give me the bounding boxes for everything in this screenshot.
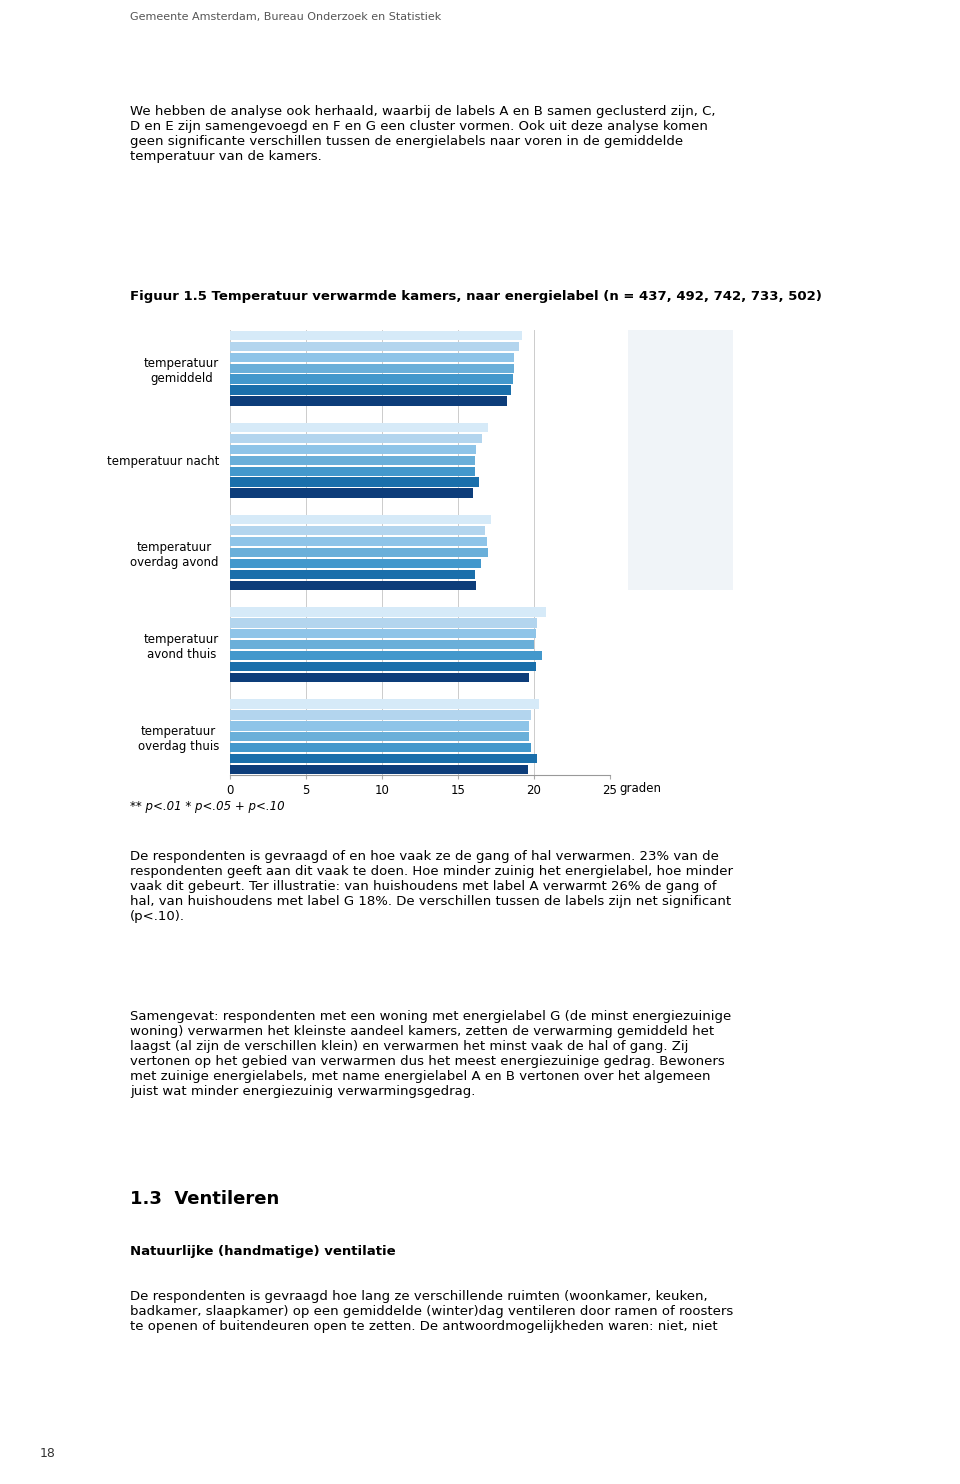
- Text: Figuur 1.5 Temperatuur verwarmde kamers, naar energielabel (n = 437, 492, 742, 7: Figuur 1.5 Temperatuur verwarmde kamers,…: [130, 289, 822, 303]
- Bar: [230, 456, 474, 464]
- Text: We hebben de analyse ook herhaald, waarbij de labels A en B samen geclusterd zij: We hebben de analyse ook herhaald, waarb…: [130, 105, 715, 163]
- Bar: [230, 374, 513, 384]
- Bar: [230, 558, 481, 568]
- Bar: [230, 764, 528, 775]
- Bar: [230, 743, 531, 752]
- Bar: [230, 548, 489, 558]
- Text: Natuurlijke (handmatige) ventilatie: Natuurlijke (handmatige) ventilatie: [130, 1245, 396, 1258]
- Text: graden: graden: [619, 782, 661, 795]
- FancyBboxPatch shape: [638, 384, 660, 398]
- Bar: [230, 445, 476, 454]
- Bar: [230, 721, 530, 730]
- Bar: [230, 754, 537, 763]
- Bar: [230, 640, 534, 650]
- Text: De respondenten is gevraagd of en hoe vaak ze de gang of hal verwarmen. 23% van : De respondenten is gevraagd of en hoe va…: [130, 850, 733, 923]
- Text: De respondenten is gevraagd hoe lang ze verschillende ruimten (woonkamer, keuken: De respondenten is gevraagd hoe lang ze …: [130, 1290, 733, 1333]
- Text: Samengevat: respondenten met een woning met energielabel G (de minst energiezuin: Samengevat: respondenten met een woning …: [130, 1011, 732, 1098]
- Bar: [230, 607, 546, 616]
- Bar: [230, 386, 512, 395]
- Text: G: G: [668, 552, 677, 565]
- FancyBboxPatch shape: [638, 451, 660, 464]
- Bar: [230, 662, 536, 671]
- Bar: [230, 537, 487, 546]
- FancyBboxPatch shape: [638, 519, 660, 531]
- Bar: [230, 525, 486, 536]
- Bar: [230, 353, 515, 362]
- Text: B: B: [668, 384, 676, 396]
- Text: D: D: [668, 451, 677, 464]
- Bar: [230, 629, 536, 638]
- Bar: [230, 570, 474, 579]
- Text: E: E: [668, 485, 676, 497]
- Bar: [230, 709, 531, 720]
- Bar: [230, 488, 473, 499]
- Text: ** p<.01 * p<.05 + p<.10: ** p<.01 * p<.05 + p<.10: [130, 800, 284, 813]
- Text: 1.3  Ventileren: 1.3 Ventileren: [130, 1190, 279, 1208]
- Bar: [230, 466, 474, 476]
- FancyBboxPatch shape: [638, 418, 660, 430]
- Text: A: A: [668, 350, 676, 364]
- Text: 18: 18: [40, 1447, 56, 1460]
- Bar: [230, 699, 539, 709]
- Bar: [230, 433, 482, 444]
- FancyBboxPatch shape: [638, 485, 660, 499]
- Text: Gemeente Amsterdam, Bureau Onderzoek en Statistiek: Gemeente Amsterdam, Bureau Onderzoek en …: [130, 12, 442, 22]
- Bar: [230, 478, 479, 487]
- Bar: [230, 732, 530, 742]
- Bar: [230, 331, 522, 340]
- Text: F: F: [668, 518, 675, 531]
- Bar: [230, 650, 541, 660]
- Bar: [230, 341, 518, 352]
- Bar: [230, 672, 530, 683]
- Bar: [230, 423, 489, 432]
- FancyBboxPatch shape: [638, 350, 660, 364]
- Bar: [230, 364, 515, 372]
- Bar: [230, 580, 476, 591]
- FancyBboxPatch shape: [638, 552, 660, 565]
- Bar: [230, 617, 537, 628]
- Bar: [230, 515, 492, 524]
- Bar: [230, 396, 507, 407]
- Text: C: C: [668, 417, 676, 430]
